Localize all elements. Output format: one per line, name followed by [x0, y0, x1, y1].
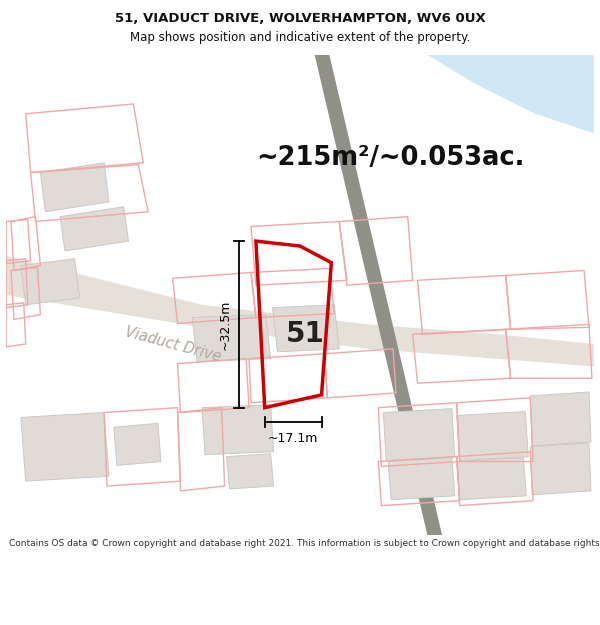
Text: ~17.1m: ~17.1m	[268, 432, 319, 445]
Polygon shape	[40, 162, 109, 212]
Text: Map shows position and indicative extent of the property.: Map shows position and indicative extent…	[130, 31, 470, 44]
Polygon shape	[21, 259, 80, 305]
Text: 51, VIADUCT DRIVE, WOLVERHAMPTON, WV6 0UX: 51, VIADUCT DRIVE, WOLVERHAMPTON, WV6 0U…	[115, 12, 485, 25]
Text: Contains OS data © Crown copyright and database right 2021. This information is : Contains OS data © Crown copyright and d…	[9, 539, 600, 549]
Polygon shape	[383, 409, 455, 461]
Text: Viaduct Drive: Viaduct Drive	[124, 324, 223, 364]
Text: ~215m²/~0.053ac.: ~215m²/~0.053ac.	[256, 145, 524, 171]
Polygon shape	[530, 443, 591, 495]
Polygon shape	[202, 405, 274, 454]
Polygon shape	[427, 55, 594, 133]
Polygon shape	[272, 305, 339, 352]
Polygon shape	[314, 55, 442, 535]
Polygon shape	[60, 207, 128, 251]
Polygon shape	[388, 458, 455, 500]
Polygon shape	[457, 412, 528, 461]
Polygon shape	[192, 314, 271, 362]
Text: 51: 51	[286, 320, 324, 348]
Polygon shape	[114, 423, 161, 466]
Polygon shape	[457, 458, 526, 500]
Text: ~32.5m: ~32.5m	[218, 299, 232, 349]
Polygon shape	[227, 454, 274, 489]
Polygon shape	[6, 256, 594, 366]
Polygon shape	[530, 392, 591, 446]
Polygon shape	[21, 412, 109, 481]
